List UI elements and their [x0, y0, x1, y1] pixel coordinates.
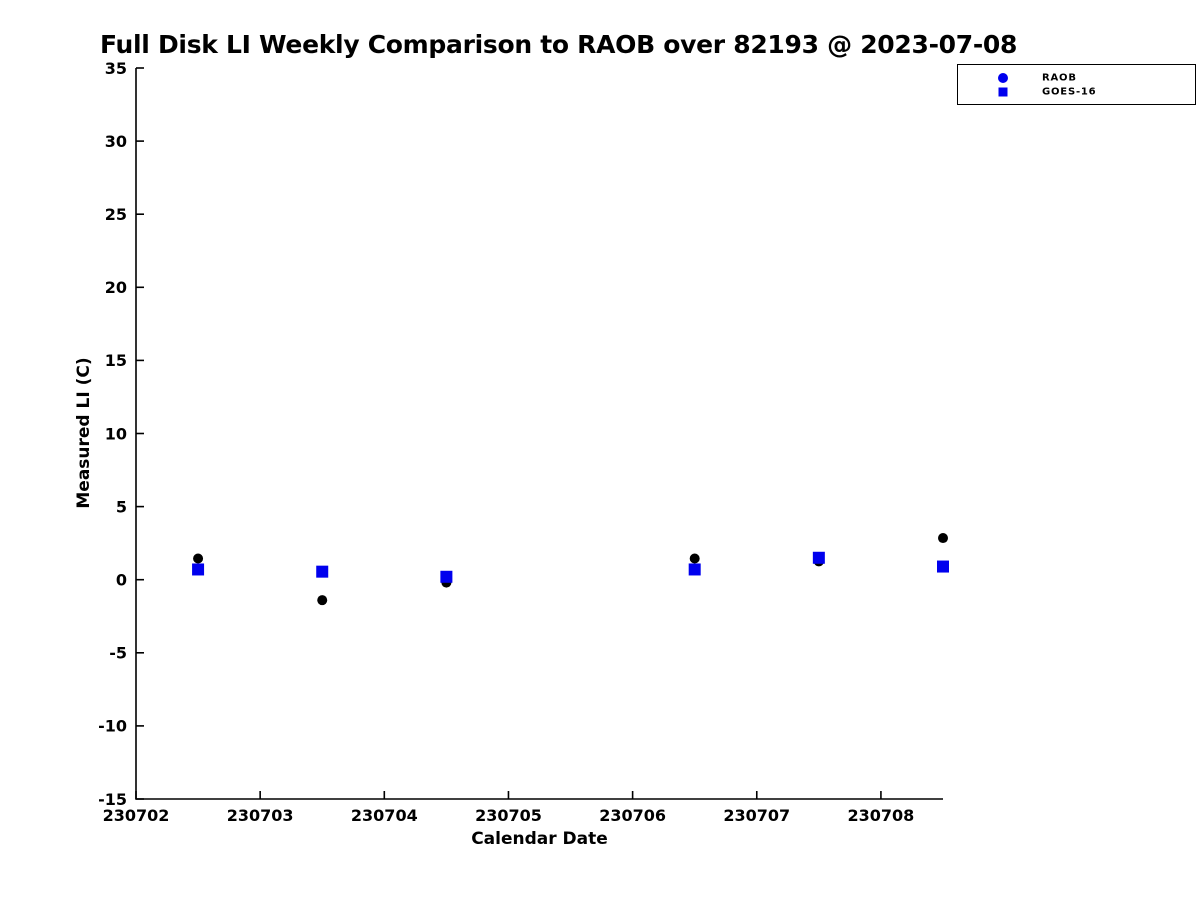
goes16-legend-marker-icon [998, 87, 1008, 97]
y-tick-label: 25 [105, 205, 127, 224]
raob-data-marker [938, 533, 948, 544]
y-tick-label: 30 [105, 132, 127, 151]
x-tick-label: 230702 [103, 806, 170, 825]
x-tick-label: 230705 [475, 806, 542, 825]
legend-label: GOES-16 [1042, 86, 1097, 98]
goes16-data-marker [192, 563, 205, 576]
x-tick-label: 230704 [351, 806, 418, 825]
goes16-data-marker [937, 560, 949, 573]
y-tick-label: -10 [98, 717, 127, 736]
x-axis-label: Calendar Date [471, 829, 608, 849]
x-tick-label: 230703 [227, 806, 294, 825]
goes16-data-marker [440, 570, 453, 583]
y-tick-label: 5 [116, 497, 127, 516]
x-tick-label: 230708 [848, 806, 915, 825]
chart-title: Full Disk LI Weekly Comparison to RAOB o… [100, 30, 1018, 59]
legend-item-goes16: GOES-16 [958, 85, 1195, 99]
goes16-data-marker [812, 551, 825, 564]
raob-data-marker [317, 595, 328, 606]
legend: RAOB GOES-16 [957, 64, 1196, 105]
y-tick-label: 20 [105, 278, 127, 297]
raob-data-marker [193, 553, 204, 564]
y-tick-label: 35 [105, 59, 127, 78]
goes16-data-marker [316, 565, 329, 578]
y-tick-label: -5 [109, 644, 127, 663]
y-tick-label: 10 [105, 424, 127, 443]
y-tick-label: 0 [116, 570, 127, 589]
y-tick-label: 15 [105, 351, 127, 370]
legend-item-raob: RAOB [958, 71, 1195, 85]
y-axis-label: Measured LI (C) [74, 357, 94, 509]
legend-label: RAOB [1042, 72, 1077, 84]
x-tick-label: 230706 [599, 806, 666, 825]
raob-data-marker [689, 553, 700, 564]
goes16-data-marker [688, 563, 701, 576]
x-tick-label: 230707 [723, 806, 790, 825]
axes-spines [135, 68, 943, 800]
y-tick-label: -15 [98, 790, 127, 809]
raob-legend-marker-icon [998, 73, 1008, 83]
